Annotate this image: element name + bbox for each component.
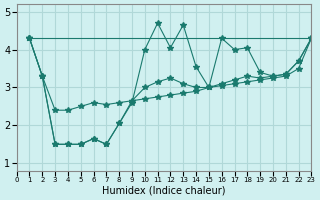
X-axis label: Humidex (Indice chaleur): Humidex (Indice chaleur) xyxy=(102,186,226,196)
